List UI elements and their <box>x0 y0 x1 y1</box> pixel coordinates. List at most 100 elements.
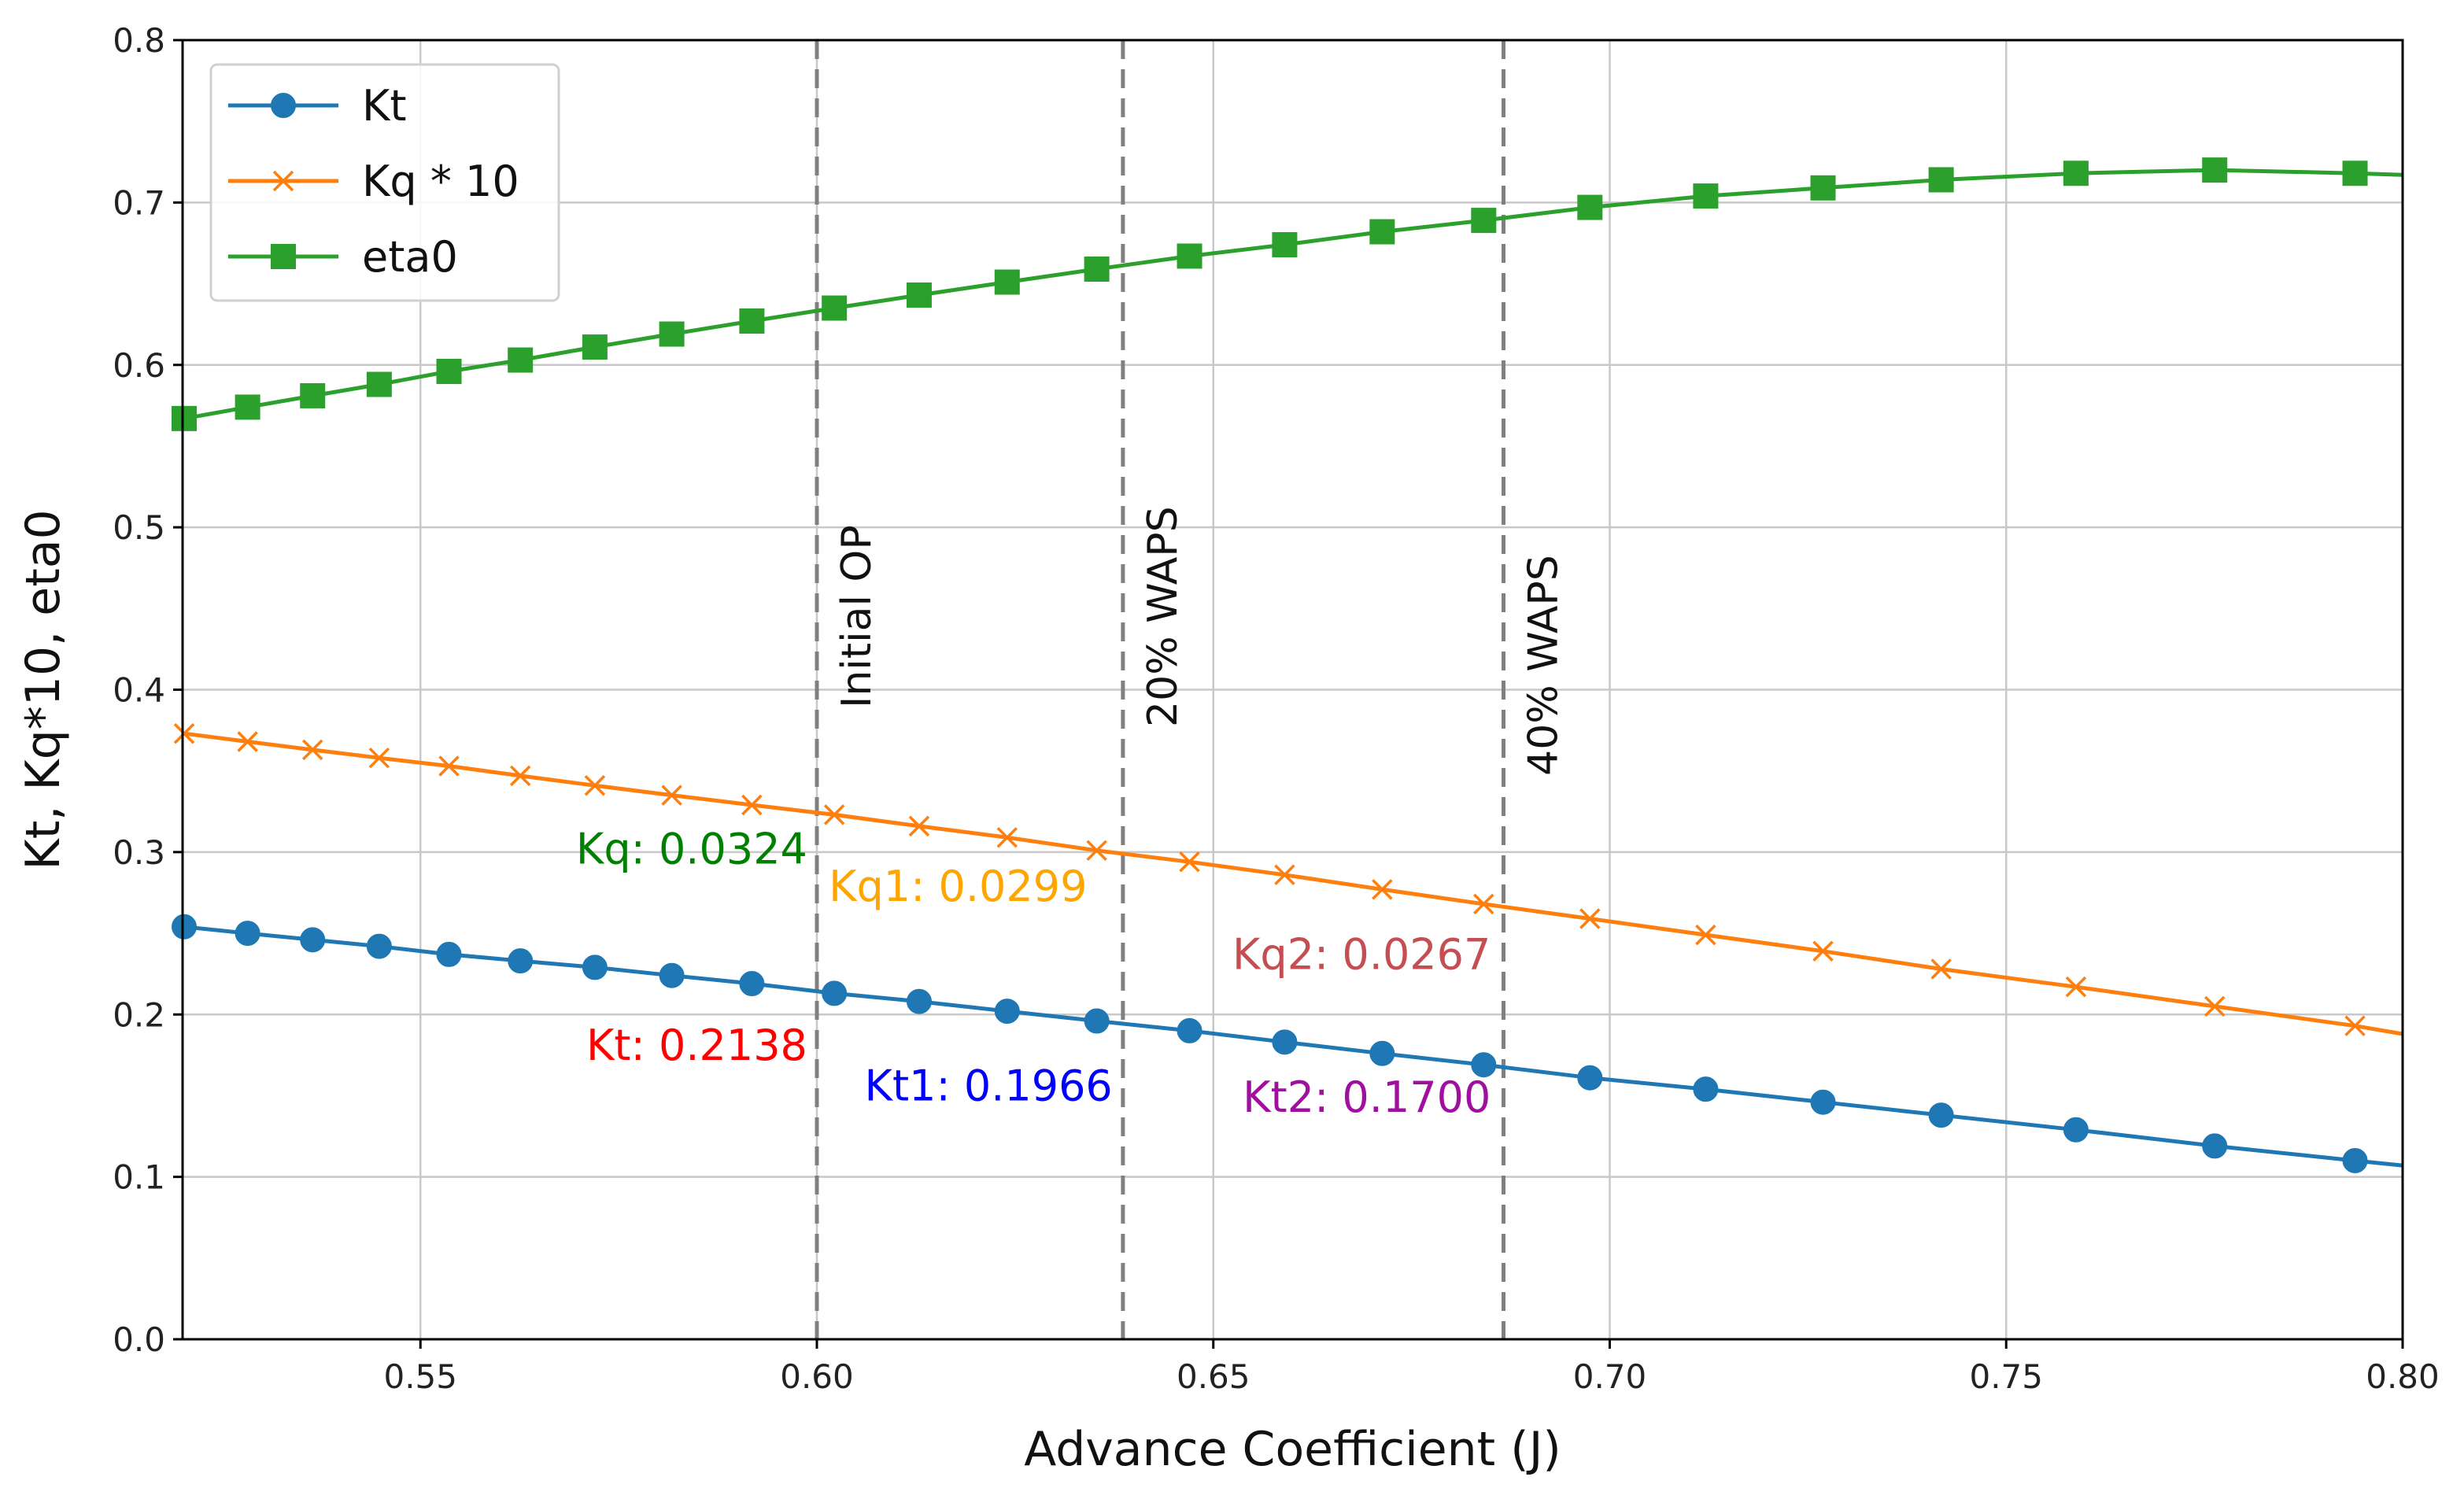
data-point-kq-10 <box>2065 976 2087 998</box>
data-point-eta0 <box>172 405 198 431</box>
y-tick-label: 0.7 <box>113 183 165 222</box>
annotations: Kq: 0.0324 Kq1: 0.0299 Kq2: 0.0267 Kt: 0.21… <box>576 824 1491 1122</box>
data-point-eta0 <box>739 308 765 334</box>
data-point-kt <box>1693 1076 1719 1102</box>
data-point-kq-10 <box>996 827 1018 848</box>
data-point-kt <box>659 962 685 988</box>
y-tick-label: 0.1 <box>113 1158 165 1197</box>
annotation-kt: Kt: 0.2138 <box>586 1021 807 1070</box>
annotation-kt1: Kt1: 0.1966 <box>865 1061 1113 1111</box>
axes: 0.55 0.60 0.65 0.70 0.75 0.80 0.0 0.1 0.2 0.3 0.4 0… <box>113 21 2440 1396</box>
series-eta0 <box>172 157 2403 431</box>
data-point-kq-10 <box>368 747 390 769</box>
data-point-kq-10 <box>1812 940 1834 962</box>
data-point-eta0 <box>2063 161 2089 186</box>
legend-label-kq-10: Kq * 10 <box>362 157 519 206</box>
data-point-eta0 <box>582 334 608 360</box>
data-point-kq-10 <box>1695 924 1716 946</box>
x-tick-label: 0.75 <box>1969 1357 2043 1396</box>
data-point-kq-10 <box>908 815 930 837</box>
data-point-eta0 <box>508 347 534 373</box>
data-point-kt <box>1810 1089 1836 1115</box>
data-point-kq-10 <box>1372 879 1393 900</box>
data-point-eta0 <box>1272 232 1298 258</box>
data-point-kq-10 <box>2204 995 2226 1017</box>
annotation-kq2: Kq2: 0.0267 <box>1232 929 1491 979</box>
data-point-kq-10 <box>1930 958 1952 980</box>
data-point-kt <box>508 948 534 974</box>
data-point-kt <box>2063 1117 2089 1143</box>
x-tick-label: 0.60 <box>780 1357 854 1396</box>
data-point-kt <box>1369 1040 1395 1066</box>
annotation-kq1: Kq1: 0.0299 <box>829 862 1087 911</box>
legend-marker-kq-10 <box>272 170 294 192</box>
reference-line-label-40-waps: 40% WAPS <box>1520 555 1567 776</box>
data-point-kt <box>582 954 608 980</box>
data-point-kq-10 <box>1274 864 1295 886</box>
data-point-eta0 <box>1577 194 1603 220</box>
legend-label-kt: Kt <box>362 81 407 131</box>
data-point-eta0 <box>300 382 326 408</box>
data-point-kt <box>1272 1029 1298 1055</box>
reference-line-label-20-waps: 20% WAPS <box>1140 506 1187 727</box>
x-tick-label: 0.80 <box>2366 1357 2440 1396</box>
data-point-kt <box>906 988 932 1014</box>
data-point-kt <box>2202 1133 2228 1159</box>
y-tick-label: 0.3 <box>113 833 165 872</box>
data-point-eta0 <box>366 371 392 397</box>
legend-entry-eta0: eta0 <box>228 232 458 282</box>
data-point-kt <box>1177 1017 1202 1043</box>
legend-marker-kt <box>271 93 296 118</box>
data-point-kq-10 <box>741 794 763 816</box>
y-axis-title: Kt, Kq*10, eta0 <box>16 509 71 869</box>
data-point-eta0 <box>2342 161 2368 186</box>
data-point-kt <box>739 971 765 997</box>
data-point-kt <box>235 921 260 947</box>
y-tick-label: 0.6 <box>113 346 165 385</box>
data-point-kq-10 <box>438 755 460 777</box>
data-point-kq-10 <box>1086 840 1107 862</box>
data-point-eta0 <box>235 394 260 420</box>
data-point-kt <box>436 941 462 967</box>
y-tick-label: 0.4 <box>113 671 165 710</box>
legend-marker-eta0 <box>271 244 296 269</box>
data-point-eta0 <box>1810 175 1836 201</box>
data-point-kt <box>1928 1102 1954 1128</box>
data-point-eta0 <box>822 295 848 321</box>
data-point-eta0 <box>1084 256 1110 282</box>
data-point-eta0 <box>906 282 932 308</box>
data-point-kt <box>2342 1147 2368 1173</box>
x-tick-label: 0.70 <box>1573 1357 1647 1396</box>
data-point-eta0 <box>2202 157 2228 183</box>
x-tick-label: 0.55 <box>383 1357 457 1396</box>
data-point-kt <box>994 999 1020 1025</box>
data-point-kq-10 <box>584 775 606 796</box>
legend-label-eta0: eta0 <box>362 232 458 282</box>
legend-box <box>209 63 560 302</box>
data-point-kt <box>172 914 198 940</box>
y-tick-label: 0.2 <box>113 995 165 1034</box>
data-point-kq-10 <box>173 722 195 744</box>
data-point-kq-10 <box>301 739 323 761</box>
series-kq-10 <box>173 722 2403 1036</box>
data-point-kq-10 <box>1579 908 1601 929</box>
data-point-eta0 <box>436 359 462 385</box>
data-point-eta0 <box>1369 219 1395 245</box>
data-point-eta0 <box>659 321 685 347</box>
data-point-kq-10 <box>2344 1015 2366 1036</box>
data-point-eta0 <box>1693 183 1719 209</box>
data-point-kt <box>1577 1065 1603 1091</box>
data-point-kq-10 <box>823 804 845 825</box>
data-point-kt <box>822 980 848 1006</box>
data-point-kq-10 <box>661 785 682 806</box>
y-tick-label: 0.8 <box>113 21 165 60</box>
legend-entry-kq-10: Kq * 10 <box>228 157 519 206</box>
data-point-kq-10 <box>509 765 531 787</box>
legend: Kt Kq * 10 eta0 <box>209 63 560 302</box>
annotation-kt2: Kt2: 0.1700 <box>1243 1073 1491 1122</box>
data-point-eta0 <box>1928 167 1954 193</box>
y-tick-label: 0.0 <box>113 1320 165 1359</box>
series <box>172 157 2403 1173</box>
data-point-kq-10 <box>1473 893 1494 915</box>
